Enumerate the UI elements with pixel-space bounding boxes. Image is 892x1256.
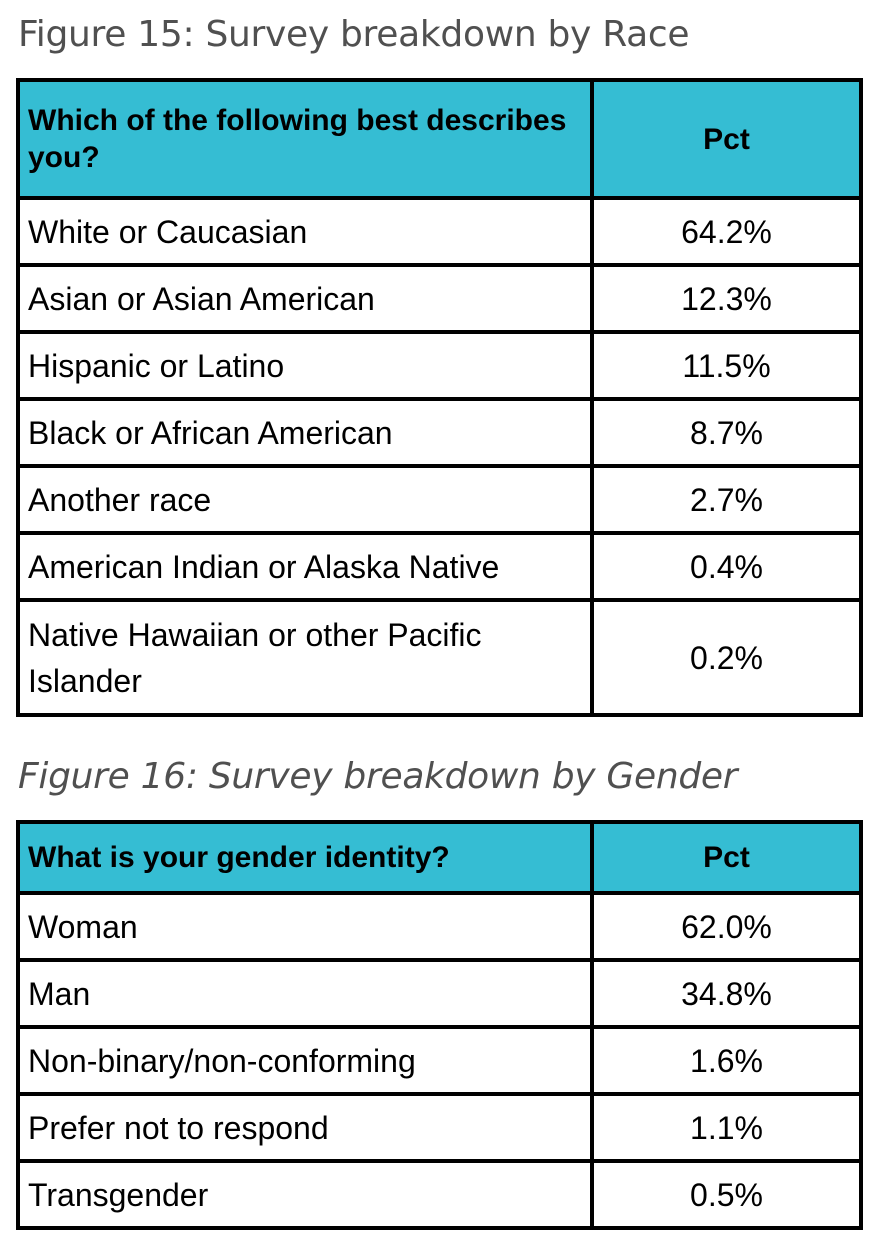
row-label: Man bbox=[16, 958, 594, 1029]
row-label: Prefer not to respond bbox=[16, 1092, 594, 1163]
row-pct: 2.7% bbox=[590, 464, 863, 535]
gender-table: What is your gender identity? Pct Woman … bbox=[16, 820, 863, 1230]
row-label: Woman bbox=[16, 891, 594, 962]
table-row: Woman 62.0% bbox=[16, 891, 863, 962]
row-pct: 62.0% bbox=[590, 891, 863, 962]
row-pct: 1.1% bbox=[590, 1092, 863, 1163]
pct-header: Pct bbox=[590, 820, 863, 895]
table-row: Hispanic or Latino 11.5% bbox=[16, 330, 863, 401]
row-label: Native Hawaiian or other Pacific Islande… bbox=[16, 598, 594, 717]
row-label: Non-binary/non-conforming bbox=[16, 1025, 594, 1096]
pct-header: Pct bbox=[590, 78, 863, 200]
table-row: Non-binary/non-conforming 1.6% bbox=[16, 1025, 863, 1096]
figure-15-title: Figure 15: Survey breakdown by Race bbox=[18, 14, 690, 55]
row-label: American Indian or Alaska Native bbox=[16, 531, 594, 602]
row-label: Another race bbox=[16, 464, 594, 535]
table-header-row: What is your gender identity? Pct bbox=[16, 820, 863, 895]
row-label: Hispanic or Latino bbox=[16, 330, 594, 401]
row-pct: 0.5% bbox=[590, 1159, 863, 1230]
row-pct: 0.4% bbox=[590, 531, 863, 602]
row-label: Black or African American bbox=[16, 397, 594, 468]
row-label: White or Caucasian bbox=[16, 196, 594, 267]
race-table: Which of the following best describes yo… bbox=[16, 78, 863, 717]
row-pct: 0.2% bbox=[590, 598, 863, 717]
row-label: Asian or Asian American bbox=[16, 263, 594, 334]
row-pct: 12.3% bbox=[590, 263, 863, 334]
table-row: Native Hawaiian or other Pacific Islande… bbox=[16, 598, 863, 717]
table-row: Black or African American 8.7% bbox=[16, 397, 863, 468]
row-pct: 11.5% bbox=[590, 330, 863, 401]
row-label: Transgender bbox=[16, 1159, 594, 1230]
table-row: Transgender 0.5% bbox=[16, 1159, 863, 1230]
row-pct: 8.7% bbox=[590, 397, 863, 468]
row-pct: 1.6% bbox=[590, 1025, 863, 1096]
row-pct: 34.8% bbox=[590, 958, 863, 1029]
table-row: American Indian or Alaska Native 0.4% bbox=[16, 531, 863, 602]
table-row: White or Caucasian 64.2% bbox=[16, 196, 863, 267]
question-header: What is your gender identity? bbox=[16, 820, 594, 895]
table-row: Another race 2.7% bbox=[16, 464, 863, 535]
figure-16-title: Figure 16: Survey breakdown by Gender bbox=[18, 756, 738, 797]
table-row: Asian or Asian American 12.3% bbox=[16, 263, 863, 334]
table-row: Prefer not to respond 1.1% bbox=[16, 1092, 863, 1163]
table-row: Man 34.8% bbox=[16, 958, 863, 1029]
question-header: Which of the following best describes yo… bbox=[16, 78, 594, 200]
table-header-row: Which of the following best describes yo… bbox=[16, 78, 863, 200]
row-pct: 64.2% bbox=[590, 196, 863, 267]
